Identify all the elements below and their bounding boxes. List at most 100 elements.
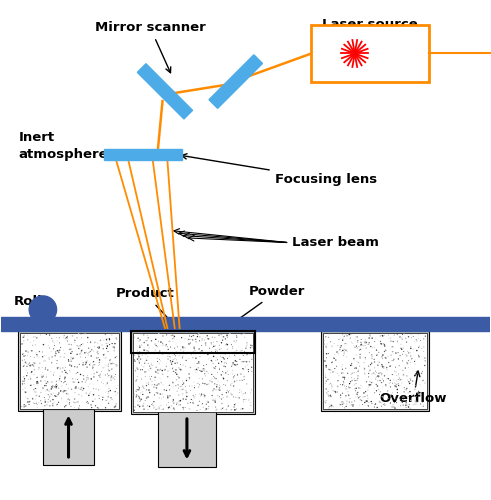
Point: [133, 393, 140, 401]
Point: [367, 381, 375, 389]
Point: [182, 388, 190, 396]
Point: [20, 337, 27, 345]
Point: [72, 375, 80, 383]
Point: [408, 355, 415, 363]
Point: [379, 354, 386, 362]
Point: [408, 354, 416, 362]
Point: [393, 338, 401, 346]
Point: [377, 332, 384, 340]
Point: [80, 384, 87, 392]
Point: [137, 349, 145, 357]
Point: [190, 394, 198, 402]
Point: [78, 346, 86, 354]
Point: [84, 375, 92, 383]
Point: [345, 381, 353, 389]
Point: [54, 365, 61, 373]
Point: [110, 344, 118, 352]
Point: [346, 330, 354, 338]
Point: [347, 370, 355, 378]
Point: [67, 345, 75, 353]
Point: [151, 391, 159, 399]
Point: [83, 363, 91, 371]
Point: [227, 340, 235, 348]
Point: [212, 348, 219, 356]
Point: [181, 404, 189, 411]
Point: [412, 370, 420, 378]
Point: [204, 370, 212, 378]
Point: [325, 392, 333, 400]
Point: [243, 342, 250, 350]
Point: [322, 350, 330, 358]
Point: [174, 400, 182, 408]
Point: [174, 381, 182, 389]
Point: [381, 342, 389, 350]
Point: [142, 350, 150, 358]
Point: [231, 331, 239, 339]
Point: [233, 333, 241, 341]
Point: [220, 356, 228, 364]
Point: [223, 386, 231, 394]
Point: [323, 390, 331, 398]
Point: [169, 396, 177, 404]
Point: [107, 360, 115, 368]
Point: [352, 387, 359, 395]
Point: [336, 346, 344, 354]
Point: [365, 348, 373, 356]
Point: [78, 340, 85, 348]
Point: [50, 368, 58, 376]
Point: [75, 330, 82, 338]
Point: [157, 378, 165, 386]
Point: [387, 351, 395, 359]
Point: [214, 356, 221, 364]
Point: [97, 336, 105, 344]
Point: [38, 373, 46, 381]
Point: [421, 354, 429, 362]
Point: [240, 390, 248, 398]
Point: [416, 336, 424, 344]
Point: [375, 386, 382, 394]
Point: [82, 358, 90, 366]
Point: [53, 360, 60, 368]
Point: [175, 352, 183, 360]
Point: [372, 368, 380, 376]
Point: [378, 332, 386, 340]
Point: [55, 348, 63, 356]
Point: [351, 376, 359, 384]
Point: [191, 392, 199, 400]
Point: [19, 380, 27, 388]
Point: [78, 347, 85, 355]
Point: [331, 350, 339, 358]
Point: [134, 397, 141, 405]
Point: [400, 371, 408, 379]
Point: [333, 348, 341, 356]
Point: [75, 404, 82, 412]
Point: [192, 368, 200, 376]
Point: [351, 385, 358, 393]
Point: [101, 354, 109, 362]
Point: [216, 394, 224, 402]
Point: [389, 394, 397, 402]
Point: [24, 331, 31, 339]
Point: [94, 350, 102, 358]
Point: [381, 350, 389, 358]
Point: [142, 394, 150, 402]
Point: [169, 334, 177, 342]
Point: [375, 358, 383, 366]
Point: [193, 367, 201, 375]
Point: [67, 340, 75, 348]
Point: [138, 386, 146, 394]
Point: [347, 402, 355, 409]
Point: [411, 385, 419, 393]
Point: [365, 373, 373, 381]
Point: [345, 330, 353, 338]
Point: [103, 380, 111, 388]
Point: [420, 343, 428, 351]
Point: [156, 390, 164, 398]
Point: [412, 356, 420, 364]
Point: [201, 393, 209, 401]
Point: [234, 371, 242, 379]
Point: [400, 388, 408, 396]
Point: [345, 390, 353, 398]
Point: [239, 376, 246, 384]
Point: [150, 403, 158, 411]
